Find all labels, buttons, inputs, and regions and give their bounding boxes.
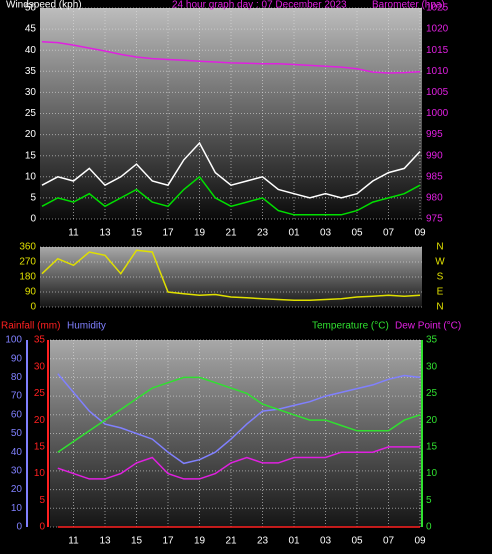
y-tick-label: 30 xyxy=(25,87,37,98)
y-tick-label: 1015 xyxy=(426,45,449,56)
x-tick-label: 13 xyxy=(99,228,111,239)
x-tick-label: 15 xyxy=(131,536,143,547)
x-tick-label: 13 xyxy=(99,536,111,547)
x-tick-label: 17 xyxy=(162,228,174,239)
y-tick-label: 15 xyxy=(25,150,37,161)
x-tick-label: 15 xyxy=(131,228,143,239)
y-tick-label: 20 xyxy=(11,484,23,495)
x-tick-label: 01 xyxy=(288,536,300,547)
x-tick-label: 17 xyxy=(162,536,174,547)
compass-label: S xyxy=(437,272,444,283)
x-tick-label: 03 xyxy=(320,228,332,239)
y-tick-label: 90 xyxy=(11,353,23,364)
y2-axis-label: Barometer (hpa) xyxy=(372,0,445,11)
y-axis-label: Windspeed (kph) xyxy=(6,0,82,11)
legend-humidity: Humidity xyxy=(67,321,106,332)
y-tick-label: 980 xyxy=(426,193,443,204)
y-tick-label: 10 xyxy=(11,503,23,514)
x-tick-label: 05 xyxy=(351,228,363,239)
y-tick-label: 5 xyxy=(39,495,45,506)
series-line xyxy=(57,446,420,480)
series-line xyxy=(57,376,421,453)
legend-temperature: Temperature (°C) xyxy=(312,321,389,332)
y-tick-label: 1010 xyxy=(426,66,449,77)
y-tick-label: 80 xyxy=(11,372,23,383)
x-tick-label: 09 xyxy=(414,536,426,547)
y-tick-label: 30 xyxy=(34,361,46,372)
x-tick-label: 23 xyxy=(257,536,269,547)
y-tick-label: 100 xyxy=(5,335,22,346)
y-tick-label: 5 xyxy=(426,495,432,506)
y-tick-label: 60 xyxy=(11,409,23,420)
y-tick-label: 5 xyxy=(30,193,36,204)
x-tick-label: 07 xyxy=(383,536,395,547)
x-tick-label: 19 xyxy=(194,228,206,239)
y-tick-label: 270 xyxy=(19,257,36,268)
y-tick-label: 10 xyxy=(426,468,438,479)
y-tick-label: 995 xyxy=(426,129,443,140)
series-line xyxy=(41,41,421,74)
x-tick-label: 09 xyxy=(414,228,426,239)
y-tick-label: 45 xyxy=(25,24,37,35)
compass-label: W xyxy=(435,257,445,268)
y-tick-label: 35 xyxy=(34,335,46,346)
y-tick-label: 990 xyxy=(426,150,443,161)
compass-label: E xyxy=(437,287,444,298)
y-tick-label: 20 xyxy=(426,415,438,426)
compass-label: N xyxy=(436,242,443,253)
y-tick-label: 40 xyxy=(11,447,23,458)
y-tick-label: 20 xyxy=(34,415,46,426)
y-tick-label: 1025 xyxy=(426,3,449,14)
x-tick-label: 21 xyxy=(225,536,237,547)
series-line xyxy=(41,249,421,302)
y-tick-label: 0 xyxy=(30,214,36,225)
y-tick-label: 90 xyxy=(25,287,37,298)
x-tick-label: 11 xyxy=(68,228,79,239)
y-tick-label: 0 xyxy=(30,302,36,313)
y-tick-label: 360 xyxy=(19,242,36,253)
legend-rain: Rainfall (mm) xyxy=(1,321,60,332)
y-tick-label: 35 xyxy=(25,66,37,77)
compass-label: N xyxy=(436,302,443,313)
series-line xyxy=(41,141,421,199)
y-tick-label: 25 xyxy=(426,388,438,399)
x-tick-label: 05 xyxy=(351,536,363,547)
y-tick-label: 20 xyxy=(25,129,37,140)
y-tick-label: 0 xyxy=(426,522,432,533)
x-tick-label: 11 xyxy=(68,536,79,547)
y-tick-label: 30 xyxy=(426,361,438,372)
y-tick-label: 30 xyxy=(11,466,23,477)
y-tick-label: 1020 xyxy=(426,24,449,35)
y-tick-label: 50 xyxy=(25,3,37,14)
y-tick-label: 25 xyxy=(34,388,46,399)
series-line xyxy=(57,373,421,465)
y-tick-label: 70 xyxy=(11,391,23,402)
y-tick-label: 1000 xyxy=(426,108,449,119)
y-tick-label: 985 xyxy=(426,171,443,182)
y-tick-label: 10 xyxy=(25,171,37,182)
y-tick-label: 0 xyxy=(39,522,45,533)
chart-title: 24 hour graph day : 07 December 2023 xyxy=(172,0,347,11)
y-tick-label: 15 xyxy=(34,441,46,452)
x-tick-label: 01 xyxy=(288,228,300,239)
x-tick-label: 23 xyxy=(257,228,269,239)
y-tick-label: 25 xyxy=(25,108,37,119)
y-tick-label: 50 xyxy=(11,428,23,439)
y-tick-label: 180 xyxy=(19,272,36,283)
y-tick-label: 0 xyxy=(16,522,22,533)
x-tick-label: 19 xyxy=(194,536,206,547)
y-tick-label: 1005 xyxy=(426,87,449,98)
y-tick-label: 10 xyxy=(34,468,46,479)
x-tick-label: 21 xyxy=(225,228,237,239)
x-tick-label: 07 xyxy=(383,228,395,239)
series-line xyxy=(41,175,421,216)
y-tick-label: 40 xyxy=(25,45,37,56)
y-tick-label: 975 xyxy=(426,214,443,225)
legend-dew-point: Dew Point (°C) xyxy=(395,321,461,332)
x-tick-label: 03 xyxy=(320,536,332,547)
y-tick-label: 35 xyxy=(426,335,438,346)
y-tick-label: 15 xyxy=(426,441,438,452)
